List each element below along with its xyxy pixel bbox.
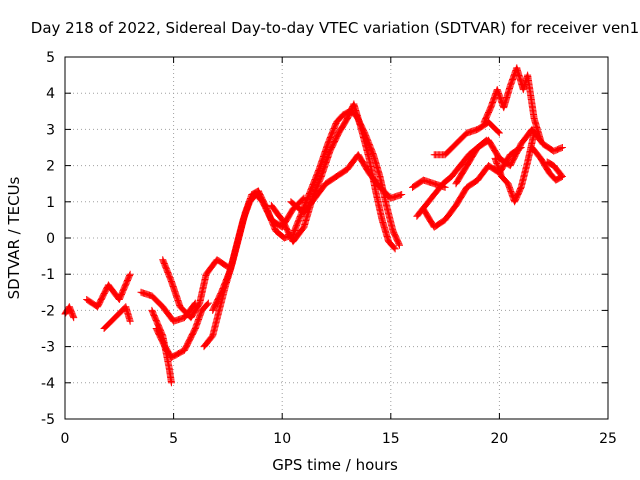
- x-tick-label: 20: [490, 431, 508, 447]
- y-tick-label: -2: [41, 303, 55, 319]
- data-point: [557, 144, 565, 152]
- x-tick-label: 10: [273, 431, 291, 447]
- data-point: [126, 270, 134, 278]
- y-axis-label: SDTVAR / TECUs: [5, 176, 23, 299]
- data-point: [70, 314, 78, 322]
- x-tick-label: 5: [169, 431, 178, 447]
- data-point: [391, 245, 399, 253]
- data-point: [395, 240, 403, 248]
- y-tick-label: 3: [46, 122, 55, 138]
- data-points: [61, 64, 566, 387]
- axis-ticks: [64, 56, 609, 420]
- y-tick-label: 2: [46, 159, 55, 175]
- y-tick-label: -5: [41, 412, 55, 428]
- data-point: [494, 128, 502, 136]
- y-tick-label: -4: [41, 376, 55, 392]
- data-point: [558, 144, 566, 151]
- x-tick-label: 25: [599, 431, 617, 447]
- y-tick-label: 4: [46, 86, 55, 102]
- data-point: [544, 159, 552, 167]
- y-tick-label: 5: [46, 50, 55, 66]
- data-point: [390, 244, 398, 252]
- tick-labels: 0 5 10 15 20 25 -5 -4 -3 -2 -1 0 1 2 3 4 5: [41, 50, 617, 447]
- y-tick-label: -1: [41, 267, 55, 283]
- grid: [65, 57, 608, 419]
- data-point: [495, 129, 503, 137]
- data-point: [203, 300, 211, 308]
- x-tick-label: 15: [382, 431, 400, 447]
- data-point: [395, 241, 403, 249]
- y-tick-label: 1: [46, 195, 55, 211]
- y-tick-label: -3: [41, 340, 55, 356]
- data-point: [204, 299, 212, 307]
- y-tick-label: 0: [46, 231, 55, 247]
- plot-frame: [64, 56, 609, 420]
- chart-title: Day 218 of 2022, Sidereal Day-to-day VTE…: [31, 19, 639, 37]
- data-point: [398, 191, 406, 199]
- data-point: [537, 136, 545, 144]
- x-tick-label: 0: [61, 431, 70, 447]
- data-point: [167, 379, 175, 387]
- x-axis-label: GPS time / hours: [272, 456, 398, 474]
- data-point: [530, 129, 538, 137]
- data-point: [126, 317, 134, 325]
- data-point: [126, 271, 134, 279]
- data-point: [543, 158, 551, 166]
